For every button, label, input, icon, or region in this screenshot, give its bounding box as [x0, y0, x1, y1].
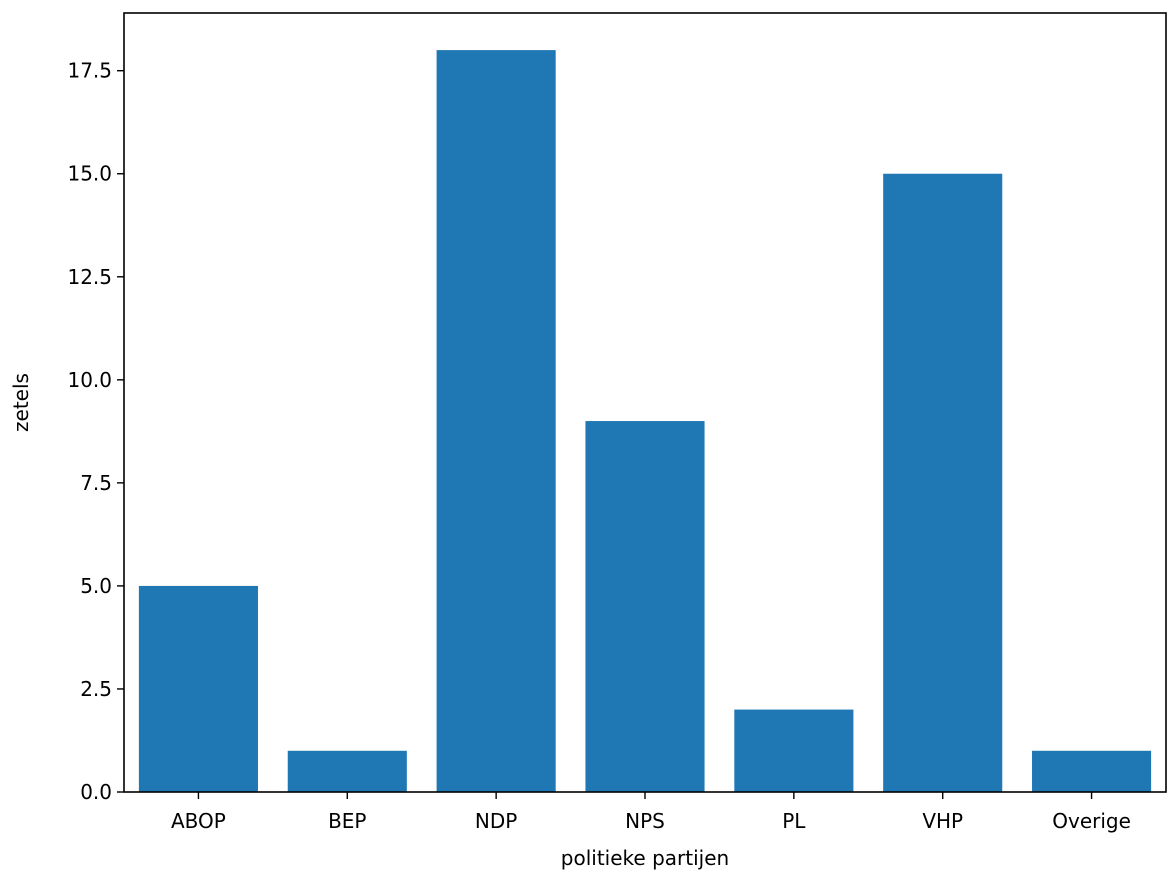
x-tick-label-overige: Overige	[1052, 809, 1131, 833]
y-tick-label: 12.5	[67, 265, 112, 289]
bar-vhp	[883, 173, 1003, 792]
x-tick-label-vhp: VHP	[922, 809, 963, 833]
x-tick-label-ndp: NDP	[475, 809, 517, 833]
y-tick-label: 15.0	[67, 162, 112, 186]
axes-frame	[123, 12, 1167, 793]
x-axis-ticks: ABOP BEP NDP NPS PL VHP Overige	[171, 792, 1131, 833]
y-tick-label: 7.5	[80, 471, 112, 495]
x-tick-label-bep: BEP	[328, 809, 366, 833]
y-tick-label: 0.0	[80, 780, 112, 804]
y-axis-ticks: 0.0 2.5 5.0 7.5 10.0 12.5 15.0 17.5	[67, 59, 124, 804]
y-tick-label: 17.5	[67, 59, 112, 83]
y-axis-label: zetels	[9, 373, 33, 432]
y-tick-label: 10.0	[67, 368, 112, 392]
x-tick-label-nps: NPS	[625, 809, 665, 833]
bars-group	[138, 50, 1152, 793]
x-axis-label: politieke partijen	[561, 846, 729, 870]
y-tick-label: 5.0	[80, 574, 112, 598]
x-tick-label-abop: ABOP	[171, 809, 226, 833]
bar-abop	[138, 585, 258, 792]
bar-bep	[287, 750, 407, 792]
bar-overige	[1032, 750, 1152, 792]
bar-nps	[585, 421, 705, 792]
y-tick-label: 2.5	[80, 677, 112, 701]
bar-pl	[734, 709, 854, 792]
bar-ndp	[436, 50, 556, 793]
x-tick-label-pl: PL	[782, 809, 806, 833]
